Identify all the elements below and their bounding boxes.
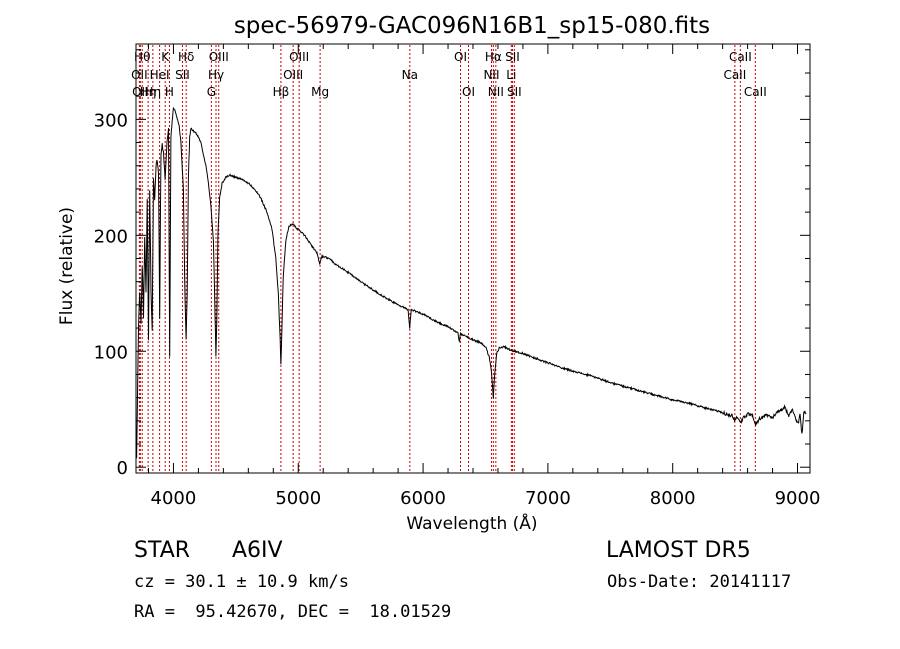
x-axis-label: Wavelength (Å) bbox=[406, 512, 537, 534]
x-tick-label: 6000 bbox=[400, 488, 446, 509]
spectral-line-label: Hδ bbox=[178, 50, 194, 64]
axis-ticks bbox=[136, 44, 810, 473]
survey-name: LAMOST DR5 bbox=[606, 538, 751, 563]
spectral-line-label: OIII bbox=[283, 68, 303, 82]
spectral-line-label: G bbox=[207, 85, 216, 99]
y-tick-labels: 0 100 200 300 bbox=[94, 110, 128, 479]
spectral-line-label: Li bbox=[506, 68, 516, 82]
y-tick-label: 300 bbox=[94, 110, 128, 131]
spectral-line-label: OII bbox=[131, 68, 148, 82]
spectral-line-label: NII bbox=[488, 85, 504, 99]
spectral-line-label: Mg bbox=[311, 85, 329, 99]
object-subclass: A6IV bbox=[232, 538, 283, 563]
y-axis-label: Flux (relative) bbox=[57, 207, 77, 325]
spectral-line-label: OI bbox=[454, 50, 467, 64]
spectral-line-label: Hθ bbox=[134, 50, 150, 64]
chart-title: spec-56979-GAC096N16B1_sp15-080.fits bbox=[234, 13, 710, 39]
spectral-line-label: CaII bbox=[729, 50, 752, 64]
spectral-line-label: CaII bbox=[744, 85, 767, 99]
spectral-line-label: Hα bbox=[485, 50, 502, 64]
object-class: STAR bbox=[134, 538, 191, 563]
spectral-line-label: SII bbox=[175, 68, 190, 82]
redshift-velocity: cz = 30.1 ± 10.9 km/s bbox=[134, 572, 349, 592]
ra-dec-coordinates: RA = 95.42670, DEC = 18.01529 bbox=[134, 602, 452, 622]
spectrum-series bbox=[136, 106, 807, 459]
spectral-line-label: HeI bbox=[150, 68, 170, 82]
x-tick-label: 4000 bbox=[151, 488, 197, 509]
observation-date: Obs-Date: 20141117 bbox=[607, 572, 792, 592]
x-tick-label: 8000 bbox=[650, 488, 696, 509]
spectral-line-label: OIII bbox=[209, 50, 229, 64]
spectral-line-label: OII bbox=[132, 85, 149, 99]
y-tick-label: 100 bbox=[94, 342, 128, 363]
spectral-line-label: Na bbox=[402, 68, 418, 82]
x-tick-label: 5000 bbox=[275, 488, 321, 509]
spectral-line-label: Hη bbox=[145, 85, 162, 99]
x-tick-labels: 4000 5000 6000 7000 8000 9000 bbox=[151, 488, 821, 509]
spectral-line-label: Hη bbox=[140, 85, 157, 99]
spectral-line-label: OI bbox=[462, 85, 475, 99]
y-tick-label: 0 bbox=[117, 458, 128, 479]
spectral-line-label: NII bbox=[483, 68, 499, 82]
x-tick-label: 9000 bbox=[775, 488, 821, 509]
x-tick-label: 7000 bbox=[525, 488, 571, 509]
y-tick-label: 200 bbox=[94, 226, 128, 247]
spectral-line-label: SII bbox=[505, 50, 520, 64]
spectral-line-label: OIII bbox=[289, 50, 309, 64]
spectral-lines-layer bbox=[138, 45, 756, 472]
spectral-line-label: Hγ bbox=[208, 68, 224, 82]
spectral-line-label: H bbox=[165, 85, 174, 99]
spectral-line-label: Hβ bbox=[273, 85, 290, 99]
spectral-line-label: CaII bbox=[723, 68, 746, 82]
spectral-line-label: SII bbox=[507, 85, 522, 99]
spectral-line-labels: HθOIIOIIHηHηHeIKHSIIHδGHγOIIIHβOIIIOIIIM… bbox=[131, 50, 767, 99]
spectral-line-label: K bbox=[161, 50, 170, 64]
